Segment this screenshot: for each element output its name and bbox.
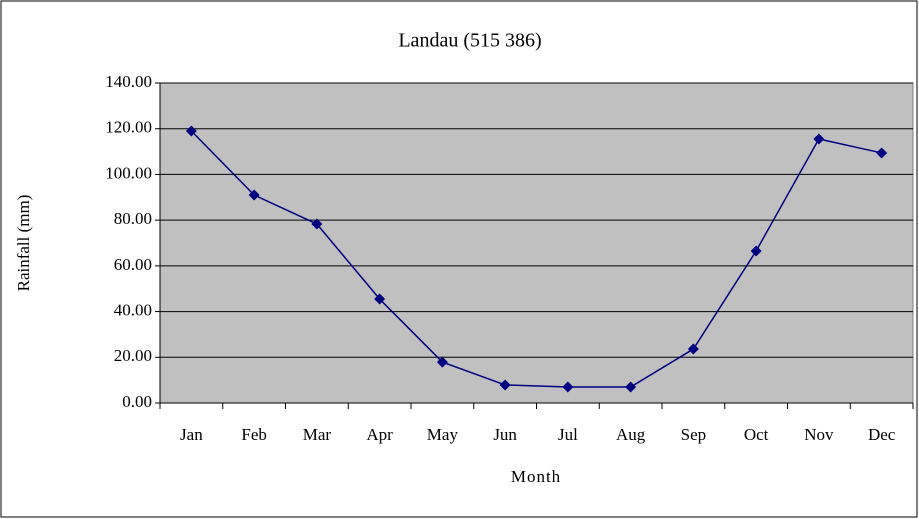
y-tick-label: 60.00 <box>114 255 152 274</box>
data-point <box>499 379 511 391</box>
series-line <box>190 130 882 388</box>
x-tick-label: Nov <box>804 425 834 444</box>
x-axis-label: Month <box>511 467 561 486</box>
data-point <box>876 147 888 159</box>
data-point <box>625 381 637 393</box>
x-tick-label: Jun <box>493 425 517 444</box>
x-tick-label: Mar <box>303 425 332 444</box>
x-tick-label: Aug <box>616 425 646 444</box>
data-point <box>562 381 574 393</box>
y-tick-label: 80.00 <box>114 209 152 228</box>
y-axis-label: Rainfall (mm) <box>14 195 33 292</box>
y-tick-label: 120.00 <box>105 118 152 137</box>
x-tick-label: Feb <box>241 425 267 444</box>
x-tick-label: Oct <box>744 425 769 444</box>
y-tick-label: 20.00 <box>114 346 152 365</box>
data-point <box>248 189 260 201</box>
chart-title: Landau (515 386) <box>398 30 541 52</box>
y-tick-label: 100.00 <box>105 163 152 182</box>
data-point <box>436 356 448 368</box>
plot-area <box>159 82 914 404</box>
data-point <box>311 218 323 230</box>
x-tick-label: Jul <box>558 425 578 444</box>
y-tick-label: 0.00 <box>122 392 152 411</box>
y-tick-label: 40.00 <box>114 300 152 319</box>
x-tick-label: Sep <box>681 425 707 444</box>
x-tick-label: May <box>427 425 459 444</box>
x-tick-label: Jan <box>180 425 203 444</box>
x-tick-label: Dec <box>868 425 896 444</box>
data-point <box>750 245 762 257</box>
data-point <box>813 133 825 145</box>
data-point <box>687 343 699 355</box>
data-point <box>185 125 197 137</box>
data-point <box>374 293 386 305</box>
x-tick-label: Apr <box>366 425 393 444</box>
y-tick-label: 140.00 <box>105 72 152 91</box>
